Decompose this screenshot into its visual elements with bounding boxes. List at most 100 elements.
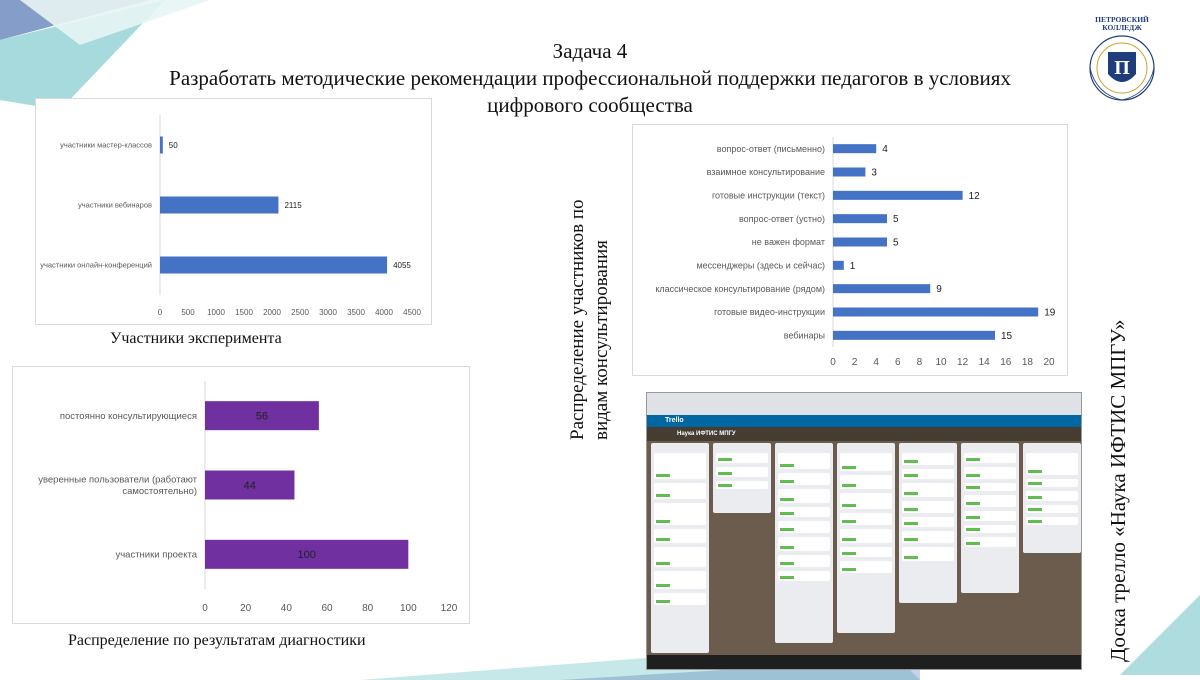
trello-card-label (656, 584, 670, 587)
trello-card (778, 507, 830, 517)
trello-card (902, 547, 954, 561)
x-tick-label: 0 (830, 357, 836, 368)
trello-card (778, 453, 830, 469)
board-header: Наука ИФТИС МПГУ (647, 427, 1081, 441)
data-label: 5 (893, 238, 899, 249)
x-tick-label: 4500 (403, 308, 421, 317)
trello-card (1026, 491, 1078, 501)
x-tick-label: 4 (873, 357, 879, 368)
trello-card-label (780, 498, 794, 501)
data-label: 9 (936, 284, 942, 295)
trello-card-label (966, 474, 980, 477)
title-line-1: Задача 4 (552, 39, 628, 63)
trello-card (964, 537, 1016, 547)
x-tick-label: 120 (441, 603, 458, 614)
caption-participants: Участники эксперимента (110, 330, 282, 347)
trello-card (902, 453, 954, 465)
trello-card-label (780, 546, 794, 549)
trello-card-label (780, 576, 794, 579)
trello-list (775, 443, 833, 643)
data-label: 1 (850, 261, 856, 272)
data-label: 12 (969, 191, 981, 202)
caption-consulting-types-line-1: Распределение участников по (567, 199, 588, 440)
trello-card (902, 517, 954, 527)
trello-card-label (656, 474, 670, 477)
x-tick-label: 20 (1043, 357, 1055, 368)
trello-card (716, 453, 768, 463)
trello-card (840, 475, 892, 489)
decorative-corner-bottom-right (1120, 595, 1200, 675)
college-logo: ПЕТРОВСКИЙ КОЛЛЕДЖ П (1089, 15, 1155, 101)
slide-title: Задача 4 Разработать методические рекоме… (120, 38, 1060, 119)
trello-card-label (718, 458, 732, 461)
data-label: 2115 (284, 201, 302, 210)
trello-card (964, 467, 1016, 479)
trello-card (1026, 479, 1078, 487)
category-label: участники мастер-классов (60, 141, 152, 150)
trello-card (840, 547, 892, 557)
trello-card-label (1028, 496, 1042, 499)
bar (833, 284, 931, 294)
x-tick-label: 2000 (263, 308, 281, 317)
title-line-2: Разработать методические рекомендации пр… (169, 66, 1011, 90)
category-label: классическое консультирование (рядом) (655, 284, 825, 294)
x-tick-label: 6 (895, 357, 901, 368)
decorative-corner-top-left (0, 0, 210, 110)
x-tick-label: 10 (935, 357, 947, 368)
trello-card-label (842, 504, 856, 507)
trello-card (840, 513, 892, 525)
bar (833, 167, 866, 177)
bar (833, 190, 963, 200)
trello-card (778, 473, 830, 485)
trello-card-label (904, 556, 918, 559)
trello-card-label (904, 460, 918, 463)
svg-text:ПЕТРОВСКИЙ: ПЕТРОВСКИЙ (1095, 15, 1149, 24)
trello-list (899, 443, 957, 603)
trello-card-label (780, 464, 794, 467)
x-tick-label: 1500 (235, 308, 253, 317)
trello-card-label (904, 522, 918, 525)
trello-card (840, 529, 892, 543)
chart-panel-participants: 0 500 1000 1500 2000 2500 3000 3500 4000 4500 учас… (35, 98, 432, 325)
trello-card (778, 537, 830, 551)
trello-list (1023, 443, 1081, 553)
trello-card-label (656, 538, 670, 541)
category-label: мессенджеры (здесь и сейчас) (696, 260, 825, 270)
title-line-3: цифрового сообщества (487, 93, 693, 117)
trello-card-label (780, 528, 794, 531)
category-label: уверенные пользователи (работают самостоя… (38, 475, 197, 497)
x-tick-label: 2500 (291, 308, 309, 317)
data-label: 15 (1001, 331, 1013, 342)
trello-card (716, 467, 768, 477)
trello-card-label (842, 568, 856, 571)
trello-card (964, 511, 1016, 521)
x-tick-label: 14 (979, 357, 991, 368)
trello-board-screenshot: Trello Наука ИФТИС МПГУ (646, 392, 1082, 670)
trello-card (654, 503, 706, 525)
x-tick-label: 80 (362, 603, 374, 614)
trello-card (716, 481, 768, 489)
trello-card-label (966, 458, 980, 461)
bar (833, 330, 995, 340)
trello-card-label (966, 502, 980, 505)
trello-card (840, 453, 892, 471)
trello-list (961, 443, 1019, 593)
trello-card-label (904, 492, 918, 495)
x-tick-label: 2 (852, 357, 858, 368)
trello-card (654, 529, 706, 543)
trello-card-label (904, 538, 918, 541)
bar (833, 214, 887, 224)
trello-card (902, 469, 954, 479)
x-tick-label: 16 (1000, 357, 1012, 368)
category-label: вебинары (784, 330, 825, 340)
trello-card-label (904, 508, 918, 511)
trello-card (778, 555, 830, 567)
trello-card (902, 531, 954, 543)
trello-list (837, 443, 895, 633)
x-tick-label: 4000 (375, 308, 393, 317)
trello-card-label (656, 494, 670, 497)
category-label: участники вебинаров (78, 201, 152, 210)
trello-card (964, 525, 1016, 533)
trello-card (778, 521, 830, 533)
